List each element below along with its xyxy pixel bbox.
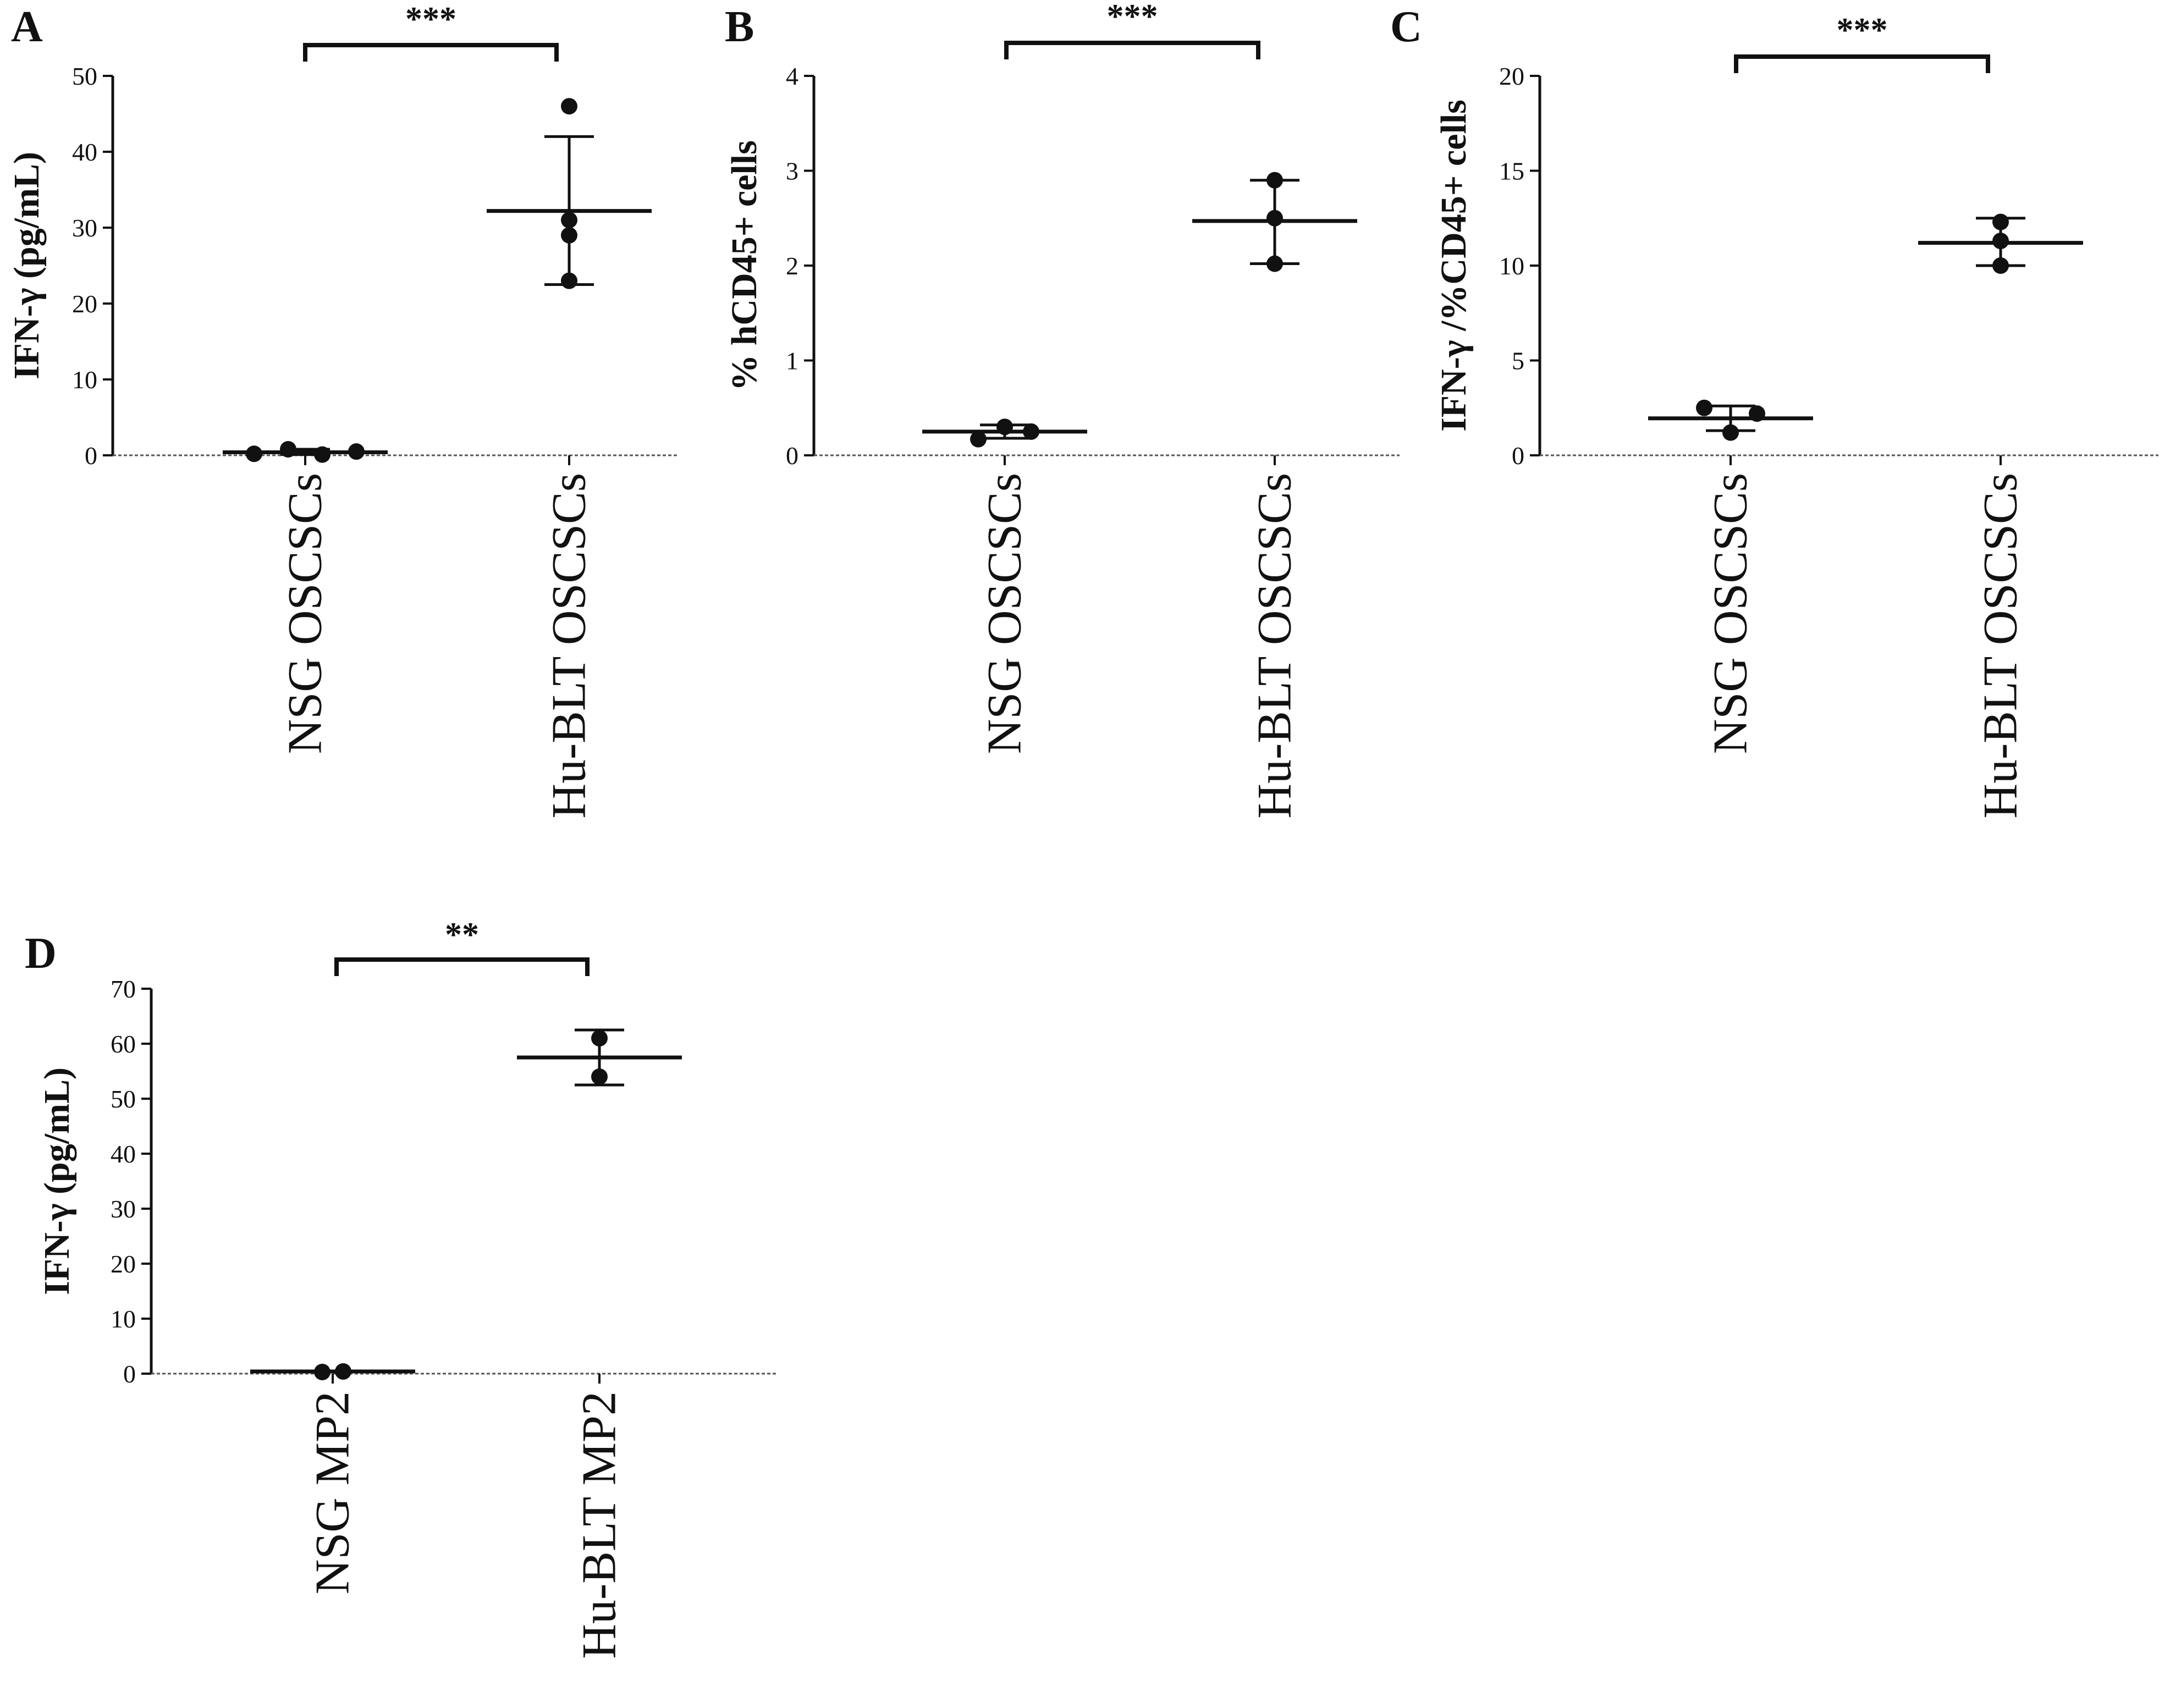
panel-d: D 0 10 20 30 40 50 60 70 IFN-γ (pg/mL) NSG MP2 Hu-B…: [25, 916, 778, 1659]
panel-d-ytick-label-1: 10: [111, 1305, 136, 1333]
panel-b-group-0-point-0: [970, 431, 987, 448]
panel-c-group-1-point-1: [1992, 233, 2009, 250]
panel-d-group-1-point-0: [591, 1030, 608, 1046]
panel-d-category-label-1: Hu-BLT MP2: [573, 1391, 626, 1659]
panel-b-group-0-point-2: [1023, 423, 1039, 440]
panel-a: A 0 10 20 30 40 50 IFN-γ (pg/mL) NSG OSCSCs Hu-BL…: [7, 1, 679, 818]
panel-b-group-1-point-1: [1266, 210, 1283, 227]
panel-c-category-label-1: Hu-BLT OSCSCs: [1974, 473, 2028, 818]
panel-d-significance-bracket: [334, 957, 590, 976]
panel-d-letter: D: [25, 929, 57, 978]
panel-c-ytick-label-1: 5: [1512, 347, 1524, 375]
panel-c-group-0-point-2: [1749, 405, 1765, 422]
panel-a-group-1-point-2: [561, 227, 577, 244]
panel-a-ytick-label-4: 40: [72, 138, 97, 166]
panel-d-significance-label: **: [445, 916, 479, 954]
panel-a-group-0-point-0: [246, 445, 262, 462]
panel-c-group-1-point-0: [1992, 213, 2009, 230]
panel-b-group-0-point-1: [996, 418, 1013, 436]
panel-d-group-1-point-1: [591, 1068, 608, 1085]
panel-d-group-0-point-1: [335, 1363, 351, 1380]
panel-a-significance-bracket: [303, 43, 559, 62]
panel-d-ytick-label-7: 70: [111, 975, 136, 1003]
panel-b-category-label-0: NSG OSCSCs: [978, 473, 1032, 754]
panel-c-letter: C: [1390, 3, 1422, 51]
panel-a-group-1-point-1: [561, 212, 577, 229]
panel-c-group-0-point-0: [1696, 399, 1712, 416]
panel-b-ytick-label-0: 0: [786, 442, 798, 470]
panel-d-ytick-label-0: 0: [123, 1360, 136, 1388]
panel-c-group-1-point-2: [1992, 257, 2009, 274]
panel-a-ytick-label-0: 0: [85, 442, 97, 470]
panel-b-group-1-point-2: [1266, 255, 1283, 272]
panel-b-ytick-label-3: 3: [786, 157, 798, 185]
panel-d-ytick-label-3: 30: [111, 1195, 136, 1223]
panel-a-group-0-point-1: [280, 440, 296, 458]
panel-d-ytick-label-2: 20: [111, 1250, 136, 1278]
panel-b-ytick-label-2: 2: [786, 252, 798, 280]
panel-b-category-label-1: Hu-BLT OSCSCs: [1248, 473, 1302, 818]
panel-b-ylabel: % hCD45+ cells: [724, 140, 764, 391]
panel-a-group-0-point-3: [348, 443, 365, 460]
panel-b-significance-bracket: [1004, 41, 1260, 59]
panel-b: B 0 1 2 3 4 % hCD45+ cells NSG OSCSCs Hu-BLT OSC…: [724, 0, 1400, 818]
panel-d-ytick-label-4: 40: [111, 1140, 136, 1168]
panel-c-group-0-point-1: [1722, 424, 1739, 441]
panel-a-ytick-label-2: 20: [72, 290, 97, 318]
panel-d-category-label-0: NSG MP2: [306, 1391, 360, 1594]
panel-a-letter: A: [11, 3, 43, 51]
panel-a-ytick-label-1: 10: [72, 366, 97, 394]
panel-c-ytick-label-2: 10: [1499, 252, 1524, 280]
panel-b-ytick-label-4: 4: [786, 62, 798, 90]
panel-c-ytick-label-4: 20: [1499, 62, 1524, 90]
panel-a-ylabel: IFN-γ (pg/mL): [7, 152, 47, 379]
panel-d-ytick-label-5: 50: [111, 1085, 136, 1113]
panel-a-category-label-0: NSG OSCSCs: [279, 473, 332, 754]
panel-c: C 0 5 10 15 20 IFN-γ /%CD45+ cells NSG OSCSCs Hu…: [1390, 3, 2158, 818]
panel-b-letter: B: [725, 3, 754, 51]
panel-a-ytick-label-5: 50: [72, 62, 97, 90]
panel-a-significance-label: ***: [405, 1, 456, 38]
panel-b-ytick-label-1: 1: [786, 347, 798, 375]
panel-b-group-1-point-0: [1266, 172, 1283, 189]
panel-d-group-0-point-0: [314, 1364, 331, 1380]
panel-a-group-1-point-3: [561, 272, 577, 289]
panel-b-significance-label: ***: [1107, 0, 1158, 35]
panel-c-significance-label: ***: [1837, 12, 1888, 49]
panel-a-category-label-1: Hu-BLT OSCSCs: [543, 473, 596, 818]
panel-c-ytick-label-3: 15: [1499, 157, 1524, 185]
panel-a-ytick-label-3: 30: [72, 214, 97, 242]
panel-d-ytick-label-6: 60: [111, 1030, 136, 1058]
panel-a-group-0-point-2: [314, 446, 331, 463]
panel-c-ylabel: IFN-γ /%CD45+ cells: [1434, 100, 1474, 432]
panel-c-ytick-label-0: 0: [1512, 442, 1524, 470]
panel-d-ylabel: IFN-γ (pg/mL): [37, 1067, 77, 1295]
panel-a-group-1-point-0: [561, 98, 577, 115]
panel-c-significance-bracket: [1734, 54, 1990, 73]
panel-c-category-label-0: NSG OSCSCs: [1704, 473, 1758, 754]
